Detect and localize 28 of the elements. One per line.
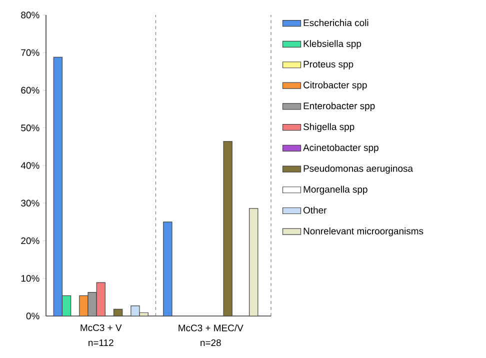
- bar: [163, 222, 172, 316]
- text: n=112: [88, 339, 114, 346]
- y-tick-label: 40%: [20, 162, 40, 169]
- y-tick-label: 10%: [21, 275, 40, 282]
- legend-label: Citrobacter spp: [304, 81, 367, 90]
- legend-label: Proteus spp: [304, 60, 354, 70]
- legend-label: Shigella spp: [303, 123, 354, 132]
- legend-label: Acinetobacter spp: [303, 144, 378, 153]
- x-tick-label: McC3 + MEC/V: [178, 324, 244, 332]
- legend-label: Pseudomonas aeruginosa: [304, 164, 413, 174]
- y-tick-label: 20%: [21, 237, 40, 244]
- legend-label: Nonrelevant microorganisms: [304, 227, 424, 236]
- y-tick-label: 50%: [21, 124, 40, 132]
- y-tick-label: 0%: [26, 312, 40, 320]
- y-tick-label: 30%: [21, 200, 40, 206]
- bar: [113, 308, 123, 316]
- bar: [249, 208, 258, 316]
- y-tick-label: 70%: [21, 49, 40, 56]
- legend-label: Other: [304, 206, 327, 214]
- y-tick-label: 60%: [21, 86, 40, 94]
- text: n=28: [200, 339, 221, 346]
- legend-label: Escherichia coli: [304, 19, 368, 26]
- x-tick-label: McC3 + V: [80, 324, 122, 332]
- legend-label: Morganella spp: [304, 186, 368, 195]
- bar: [223, 141, 232, 316]
- legend-label: Enterobacter spp: [304, 102, 375, 112]
- legend-label: Klebsiella spp: [304, 40, 362, 49]
- y-tick-label: 80%: [21, 12, 40, 18]
